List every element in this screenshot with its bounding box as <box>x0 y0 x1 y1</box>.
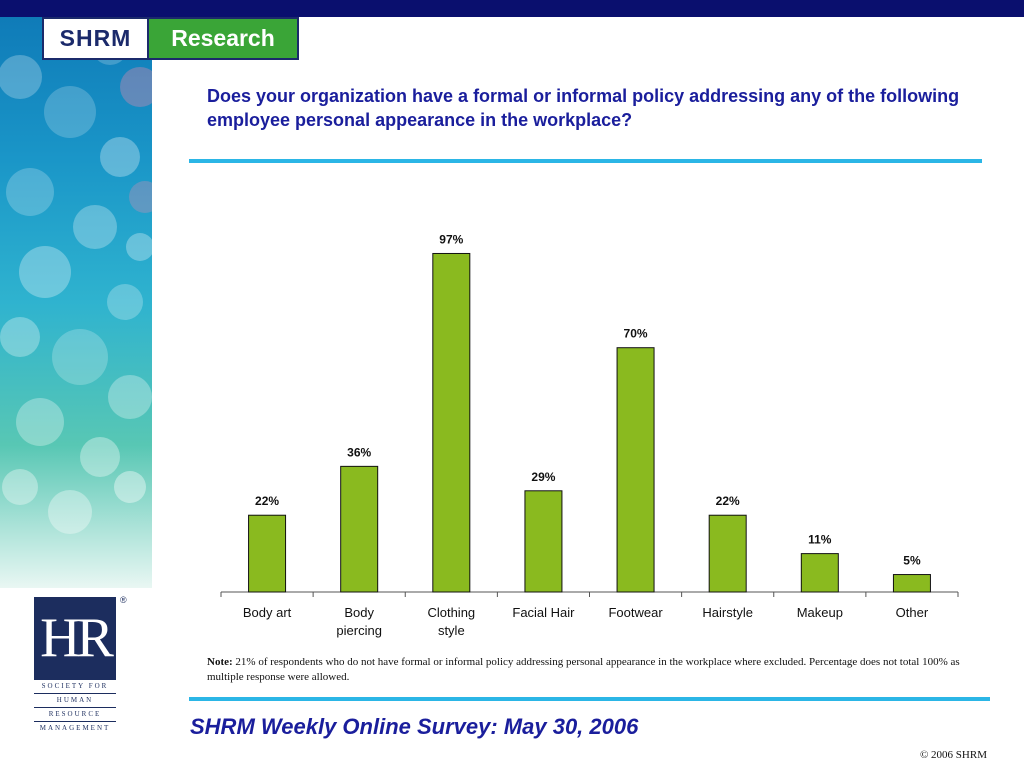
x-tick-label: piercing <box>336 623 382 638</box>
bar <box>800 553 839 593</box>
bokeh-pattern <box>0 29 152 534</box>
bar <box>708 514 747 593</box>
bar-value-label: 97% <box>439 232 463 246</box>
x-tick-label: Body art <box>243 605 292 620</box>
logo-line-resource: RESOURCE <box>34 707 116 721</box>
bar <box>248 514 287 593</box>
logo-line-society: SOCIETY FOR <box>34 679 116 693</box>
footer-divider <box>189 697 990 701</box>
decorative-sidebar <box>0 17 152 588</box>
bar-value-label: 22% <box>255 494 279 508</box>
x-tick-label: Facial Hair <box>512 605 575 620</box>
bar-value-label: 70% <box>624 327 648 341</box>
registered-mark: ® <box>120 595 127 605</box>
logo-line-human: HUMAN <box>34 693 116 707</box>
bar <box>892 574 931 593</box>
top-bar <box>0 0 1024 17</box>
x-tick-label: Makeup <box>797 605 843 620</box>
hr-mark: HR <box>34 597 116 679</box>
bar-value-label: 11% <box>808 533 832 547</box>
shrm-society-logo: HR ® SOCIETY FOR HUMAN RESOURCE MANAGEME… <box>34 595 127 735</box>
shrm-logo: SHRM <box>42 17 149 60</box>
x-tick-label: Footwear <box>608 605 663 620</box>
title-divider <box>189 159 982 163</box>
bar-value-label: 29% <box>531 470 555 484</box>
note-text: 21% of respondents who do not have forma… <box>207 656 960 683</box>
slide-title: Does your organization have a formal or … <box>207 86 960 130</box>
x-tick-label: style <box>438 623 465 638</box>
bar-value-label: 22% <box>716 494 740 508</box>
logo-line-management: MANAGEMENT <box>34 721 116 735</box>
note: Note: 21% of respondents who do not have… <box>207 655 987 685</box>
research-logo: Research <box>149 17 299 60</box>
bar <box>340 465 379 593</box>
bar <box>616 347 655 593</box>
copyright: © 2006 SHRM <box>919 749 987 761</box>
x-tick-label: Other <box>896 605 929 620</box>
survey-footer: SHRM Weekly Online Survey: May 30, 2006 <box>190 714 639 739</box>
x-tick-label: Body <box>344 605 374 620</box>
note-label: Note: <box>207 656 233 668</box>
bar-value-label: 5% <box>903 554 921 568</box>
bar <box>432 252 471 593</box>
x-tick-label: Clothing <box>427 605 475 620</box>
bar <box>524 490 563 593</box>
x-tick-label: Hairstyle <box>702 605 753 620</box>
bar-value-label: 36% <box>347 445 371 459</box>
